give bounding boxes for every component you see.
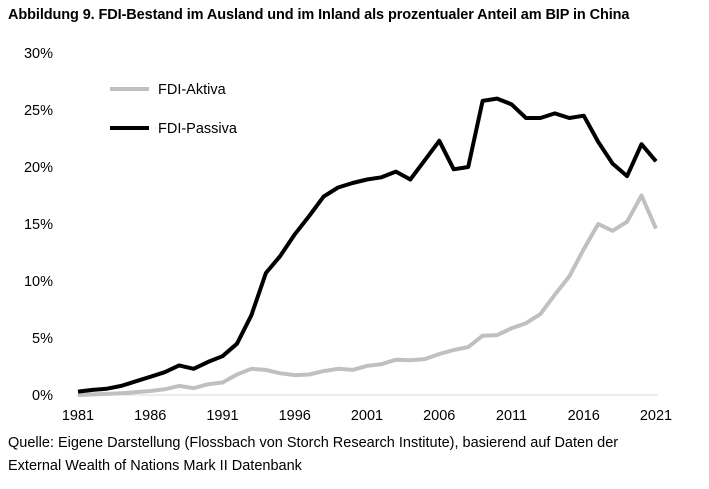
y-axis-ticks: 0% 5% 10% 15% 20% 25% 30%: [24, 46, 53, 404]
x-tick-label: 2016: [568, 408, 600, 424]
line-chart: 0% 5% 10% 15% 20% 25% 30% 1981 1986 1991 1996 2001…: [24, 46, 672, 424]
source-line-2: External Wealth of Nations Mark II Daten…: [8, 458, 302, 474]
legend: FDI-Aktiva FDI-Passiva: [110, 82, 238, 137]
series-lines: [77, 96, 658, 397]
source-line-1: Quelle: Eigene Darstellung (Flossbach vo…: [8, 435, 619, 451]
y-tick-label: 15%: [24, 217, 53, 233]
y-tick-label: 25%: [24, 103, 53, 119]
x-tick-label: 2006: [423, 408, 455, 424]
x-axis-ticks: 1981 1986 1991 1996 2001 2006 2011 2016 2021: [62, 408, 672, 424]
x-tick-label: 1981: [62, 408, 94, 424]
legend-label: FDI-Passiva: [158, 121, 238, 137]
x-tick-label: 1991: [206, 408, 238, 424]
x-tick-label: 2021: [640, 408, 672, 424]
x-tick-label: 2001: [351, 408, 383, 424]
series-line-fdi-aktiva: [77, 193, 658, 397]
x-tick-label: 1986: [134, 408, 166, 424]
series-line-fdi-passiva: [77, 96, 658, 394]
y-tick-label: 0%: [32, 388, 53, 404]
chart-title: Abbildung 9. FDI-Bestand im Ausland und …: [8, 7, 630, 23]
source-note: Quelle: Eigene Darstellung (Flossbach vo…: [8, 432, 708, 478]
x-tick-label: 1996: [279, 408, 311, 424]
y-tick-label: 10%: [24, 274, 53, 290]
y-tick-label: 30%: [24, 46, 53, 62]
y-tick-label: 5%: [32, 331, 53, 347]
y-tick-label: 20%: [24, 160, 53, 176]
x-tick-label: 2011: [496, 408, 527, 424]
legend-label: FDI-Aktiva: [158, 82, 227, 98]
